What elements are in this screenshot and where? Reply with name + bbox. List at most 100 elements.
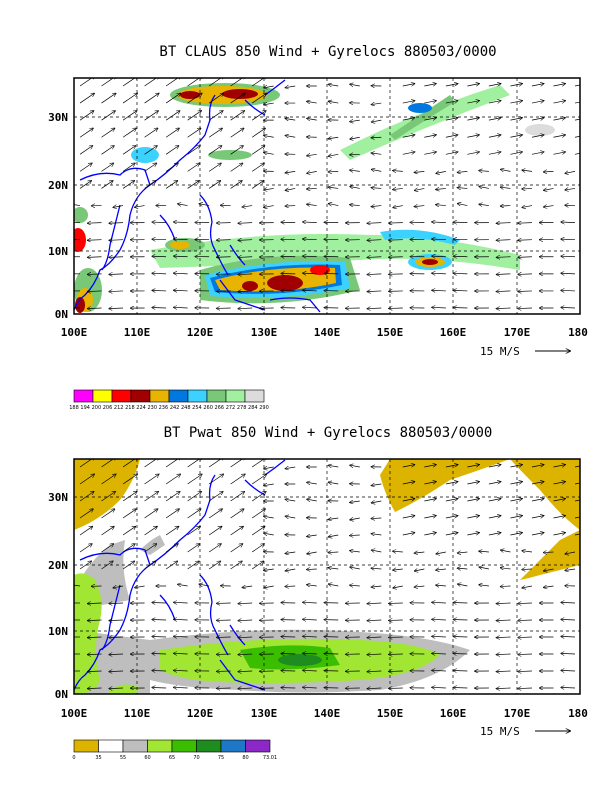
wind-vector [543,552,554,553]
wind-vector [187,526,200,536]
wind-vector [453,670,468,671]
colorbar-tick-label: 65 [169,755,175,761]
wind-vector [152,222,167,223]
wind-vector [251,509,265,519]
colorbar-tick-label: 200 [92,405,102,411]
wind-vector [424,118,436,120]
wind-vector [251,93,266,104]
wind-vector [101,544,114,553]
wind-vector [445,101,458,103]
wind-vector [187,111,202,121]
wind-vector [122,146,135,155]
wind-vector [496,620,511,621]
wind-vector [531,84,544,86]
lon-label: 110E [124,707,151,720]
wind-vector [101,78,117,87]
wind-vector [230,474,245,485]
wind-vector [522,569,532,570]
wind-vector [371,484,382,486]
colorbar-swatch [149,389,170,403]
wind-vector [208,111,223,121]
wind-vector [531,482,544,484]
wind-vector [165,111,180,121]
wind-vector [522,206,533,208]
wind-vector [457,552,468,553]
wind-vector [432,290,446,291]
wind-vector [561,619,576,620]
lon-label: 180 [568,326,588,339]
wind-vector [496,308,511,309]
colorbar-tick-label: 236 [159,405,169,411]
wind-vector [565,188,576,189]
colorbar-swatch [220,739,246,753]
wind-vector [152,307,167,308]
wind-vector [307,552,317,554]
colorbar-tick-label: 70 [193,755,199,761]
wind-vector [350,567,360,569]
wind-vector [432,256,446,257]
wind-vector [445,135,458,137]
wind-vector [561,653,576,654]
wind-vector [561,670,576,671]
wind-vector [144,544,157,553]
wind-vector [135,586,145,588]
wind-vector [144,111,159,121]
wind-vector [238,603,253,604]
wind-vector [303,290,317,291]
colorbar-pwat: 0 35 55 60 65 70 75 80 73.01 [72,739,277,761]
wind-vector [402,482,415,484]
wind-vector [165,474,180,485]
wind-vector [251,146,264,155]
wind-vector [109,620,124,621]
wind-vector [402,101,415,103]
wind-vector [79,526,92,536]
colorbar-tick-label: 242 [170,405,180,411]
wind-vector [496,654,511,655]
wind-vector [174,670,188,671]
wind-vector [178,584,188,586]
wind-vector [424,516,436,518]
vector-reference-label: 15 M/S [480,345,520,358]
wind-vector [307,204,317,205]
wind-vector [79,146,92,155]
colorbar-tick-label: 230 [147,405,157,411]
wind-vector [510,135,522,137]
wind-vector [79,509,93,519]
wind-vector [350,137,360,139]
wind-vector [350,465,360,467]
wind-vector [122,509,136,519]
wind-vector [208,93,223,104]
wind-vector [501,187,511,188]
wind-vector [144,163,157,172]
colorbar-tick-label: 290 [259,405,269,411]
wind-vector [251,128,265,138]
wind-vector [144,181,156,189]
wind-vector [328,552,339,553]
wind-vector [328,465,339,467]
wind-vector [518,603,532,604]
wind-vector [561,273,576,274]
wind-vector [101,474,116,485]
wind-vector [432,636,446,637]
wind-vector [264,484,274,486]
wind-vector [350,551,360,552]
wind-vector [402,135,415,137]
wind-vector [371,120,382,122]
wind-vector [238,637,253,638]
wind-vector [488,499,501,501]
wind-vector [101,509,115,519]
wind-vector [113,586,124,588]
wind-vector [424,101,436,103]
wind-vector [414,586,425,587]
colorbar-tick-label: 55 [120,755,126,761]
wind-vector [328,171,339,172]
wind-vector [553,482,565,484]
wind-vector [101,93,116,104]
wind-vector [122,526,135,536]
lon-label: 150E [377,707,404,720]
lat-label: 20N [48,559,68,572]
wind-vector [445,84,458,86]
wind-vector [574,101,580,104]
wind-vector [174,239,188,240]
wind-vector [453,290,468,291]
